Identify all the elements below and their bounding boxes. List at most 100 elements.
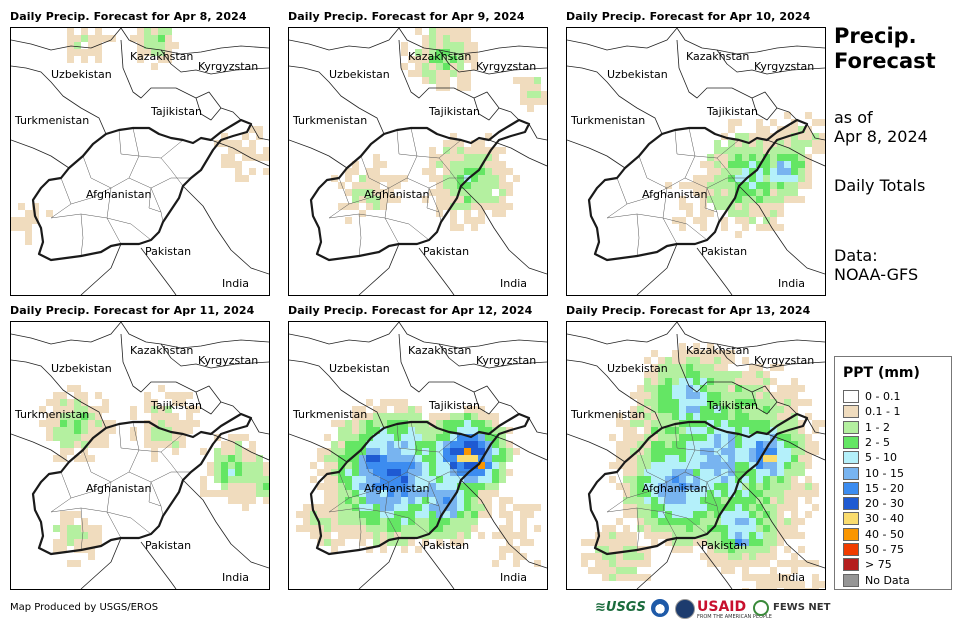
country-border — [140, 247, 177, 295]
province-border — [118, 423, 140, 451]
as-of-label: as of — [834, 108, 873, 127]
usgs-logo: ≋USGS — [595, 600, 646, 615]
province-border — [128, 177, 164, 223]
country-border — [358, 537, 400, 589]
precip-raster — [39, 385, 269, 567]
panel-title: Daily Precip. Forecast for Apr 13, 2024 — [566, 304, 811, 317]
country-label-pakistan: Pakistan — [701, 539, 747, 552]
province-border — [106, 217, 152, 241]
province-border — [150, 471, 191, 483]
country-border — [418, 541, 455, 589]
country-border — [716, 49, 825, 75]
legend-swatch — [843, 481, 859, 495]
legend-swatch — [843, 497, 859, 511]
country-label-uzbekistan: Uzbekistan — [51, 68, 112, 81]
province-border — [348, 187, 390, 205]
province-border — [348, 481, 390, 499]
country-border — [806, 417, 825, 435]
province-border — [50, 177, 72, 219]
country-border — [751, 97, 778, 121]
country-label-turkmenistan: Turkmenistan — [14, 408, 89, 421]
country-border — [398, 39, 520, 121]
country-border — [398, 333, 520, 415]
country-label-turkmenistan: Turkmenistan — [570, 114, 645, 127]
afghanistan-outline — [587, 118, 809, 262]
country-label-kazakhstan: Kazakhstan — [130, 50, 193, 63]
precip-map: Kazakhstan Kyrgyzstan Uzbekistan Tajikistan… — [566, 321, 826, 590]
legend-label: > 75 — [865, 558, 892, 572]
map-canvas: Kazakhstan Kyrgyzstan Uzbekistan Tajikistan… — [289, 322, 547, 589]
legend-label: 20 - 30 — [865, 497, 904, 511]
province-border — [148, 481, 162, 507]
country-label-uzbekistan: Uzbekistan — [607, 68, 668, 81]
province-border — [70, 481, 112, 499]
country-label-pakistan: Pakistan — [423, 539, 469, 552]
forecast-panel: Daily Precip. Forecast for Apr 8, 2024 Ka… — [10, 10, 270, 304]
usaid-tagline: FROM THE AMERICAN PEOPLE — [697, 614, 772, 620]
country-border — [398, 28, 547, 55]
country-border — [80, 537, 122, 589]
country-border — [473, 391, 500, 415]
legend-swatch — [843, 512, 859, 526]
province-border — [150, 177, 191, 189]
province-border — [358, 213, 362, 257]
country-border — [488, 139, 547, 167]
province-border — [606, 177, 628, 219]
noaa-logo-icon — [651, 599, 669, 617]
forecast-panel: Daily Precip. Forecast for Apr 12, 2024 K… — [288, 304, 548, 598]
country-border — [120, 28, 269, 55]
country-border — [766, 139, 825, 167]
province-border — [428, 471, 469, 483]
province-border — [636, 213, 640, 257]
province-border — [684, 471, 720, 517]
country-label-kyrgyzstan: Kyrgyzstan — [476, 354, 536, 367]
province-border — [396, 129, 418, 157]
province-border — [396, 423, 418, 451]
country-border — [120, 333, 242, 415]
map-canvas: Kazakhstan Kyrgyzstan Uzbekistan Tajikistan… — [11, 322, 269, 589]
country-label-india: India — [500, 277, 527, 290]
country-border — [488, 433, 547, 461]
legend-label: 2 - 5 — [865, 435, 890, 449]
afghanistan-outline — [31, 118, 253, 262]
country-label-india: India — [500, 571, 527, 584]
precip-raster — [581, 343, 825, 589]
country-border — [751, 391, 778, 415]
country-border — [676, 28, 825, 55]
province-border — [606, 213, 664, 219]
country-border — [250, 123, 269, 141]
province-border — [638, 127, 696, 189]
country-border — [289, 28, 400, 51]
afghanistan-outline — [31, 412, 253, 556]
legend-swatch — [843, 527, 859, 541]
precip-map: Kazakhstan Kyrgyzstan Uzbekistan Tajikistan… — [288, 27, 548, 296]
province-border — [706, 177, 747, 189]
country-border — [567, 359, 663, 429]
afghanistan-outline — [587, 412, 809, 556]
forecast-panel: Daily Precip. Forecast for Apr 11, 2024 K… — [10, 304, 270, 598]
province-border — [82, 127, 140, 189]
fews-net-logo: FEWS NET — [773, 602, 831, 613]
country-border — [567, 139, 626, 169]
country-label-tajikistan: Tajikistan — [706, 399, 758, 412]
country-border — [358, 243, 400, 295]
panel-title: Daily Precip. Forecast for Apr 11, 2024 — [10, 304, 255, 317]
forecast-panel: Daily Precip. Forecast for Apr 9, 2024 Ka… — [288, 10, 548, 304]
country-border — [80, 243, 122, 295]
precip-raster — [11, 28, 269, 245]
country-border — [11, 359, 107, 429]
country-label-india: India — [222, 571, 249, 584]
forecast-panel: Daily Precip. Forecast for Apr 10, 2024 K… — [566, 10, 826, 304]
province-border — [406, 471, 442, 517]
province-border — [50, 471, 72, 513]
country-border — [11, 65, 107, 135]
legend-swatch — [843, 451, 859, 465]
country-label-india: India — [778, 571, 805, 584]
country-label-india: India — [778, 277, 805, 290]
province-border — [106, 511, 152, 535]
province-border — [716, 157, 740, 187]
country-label-kazakhstan: Kazakhstan — [686, 344, 749, 357]
province-border — [716, 451, 740, 481]
country-border — [182, 185, 269, 275]
